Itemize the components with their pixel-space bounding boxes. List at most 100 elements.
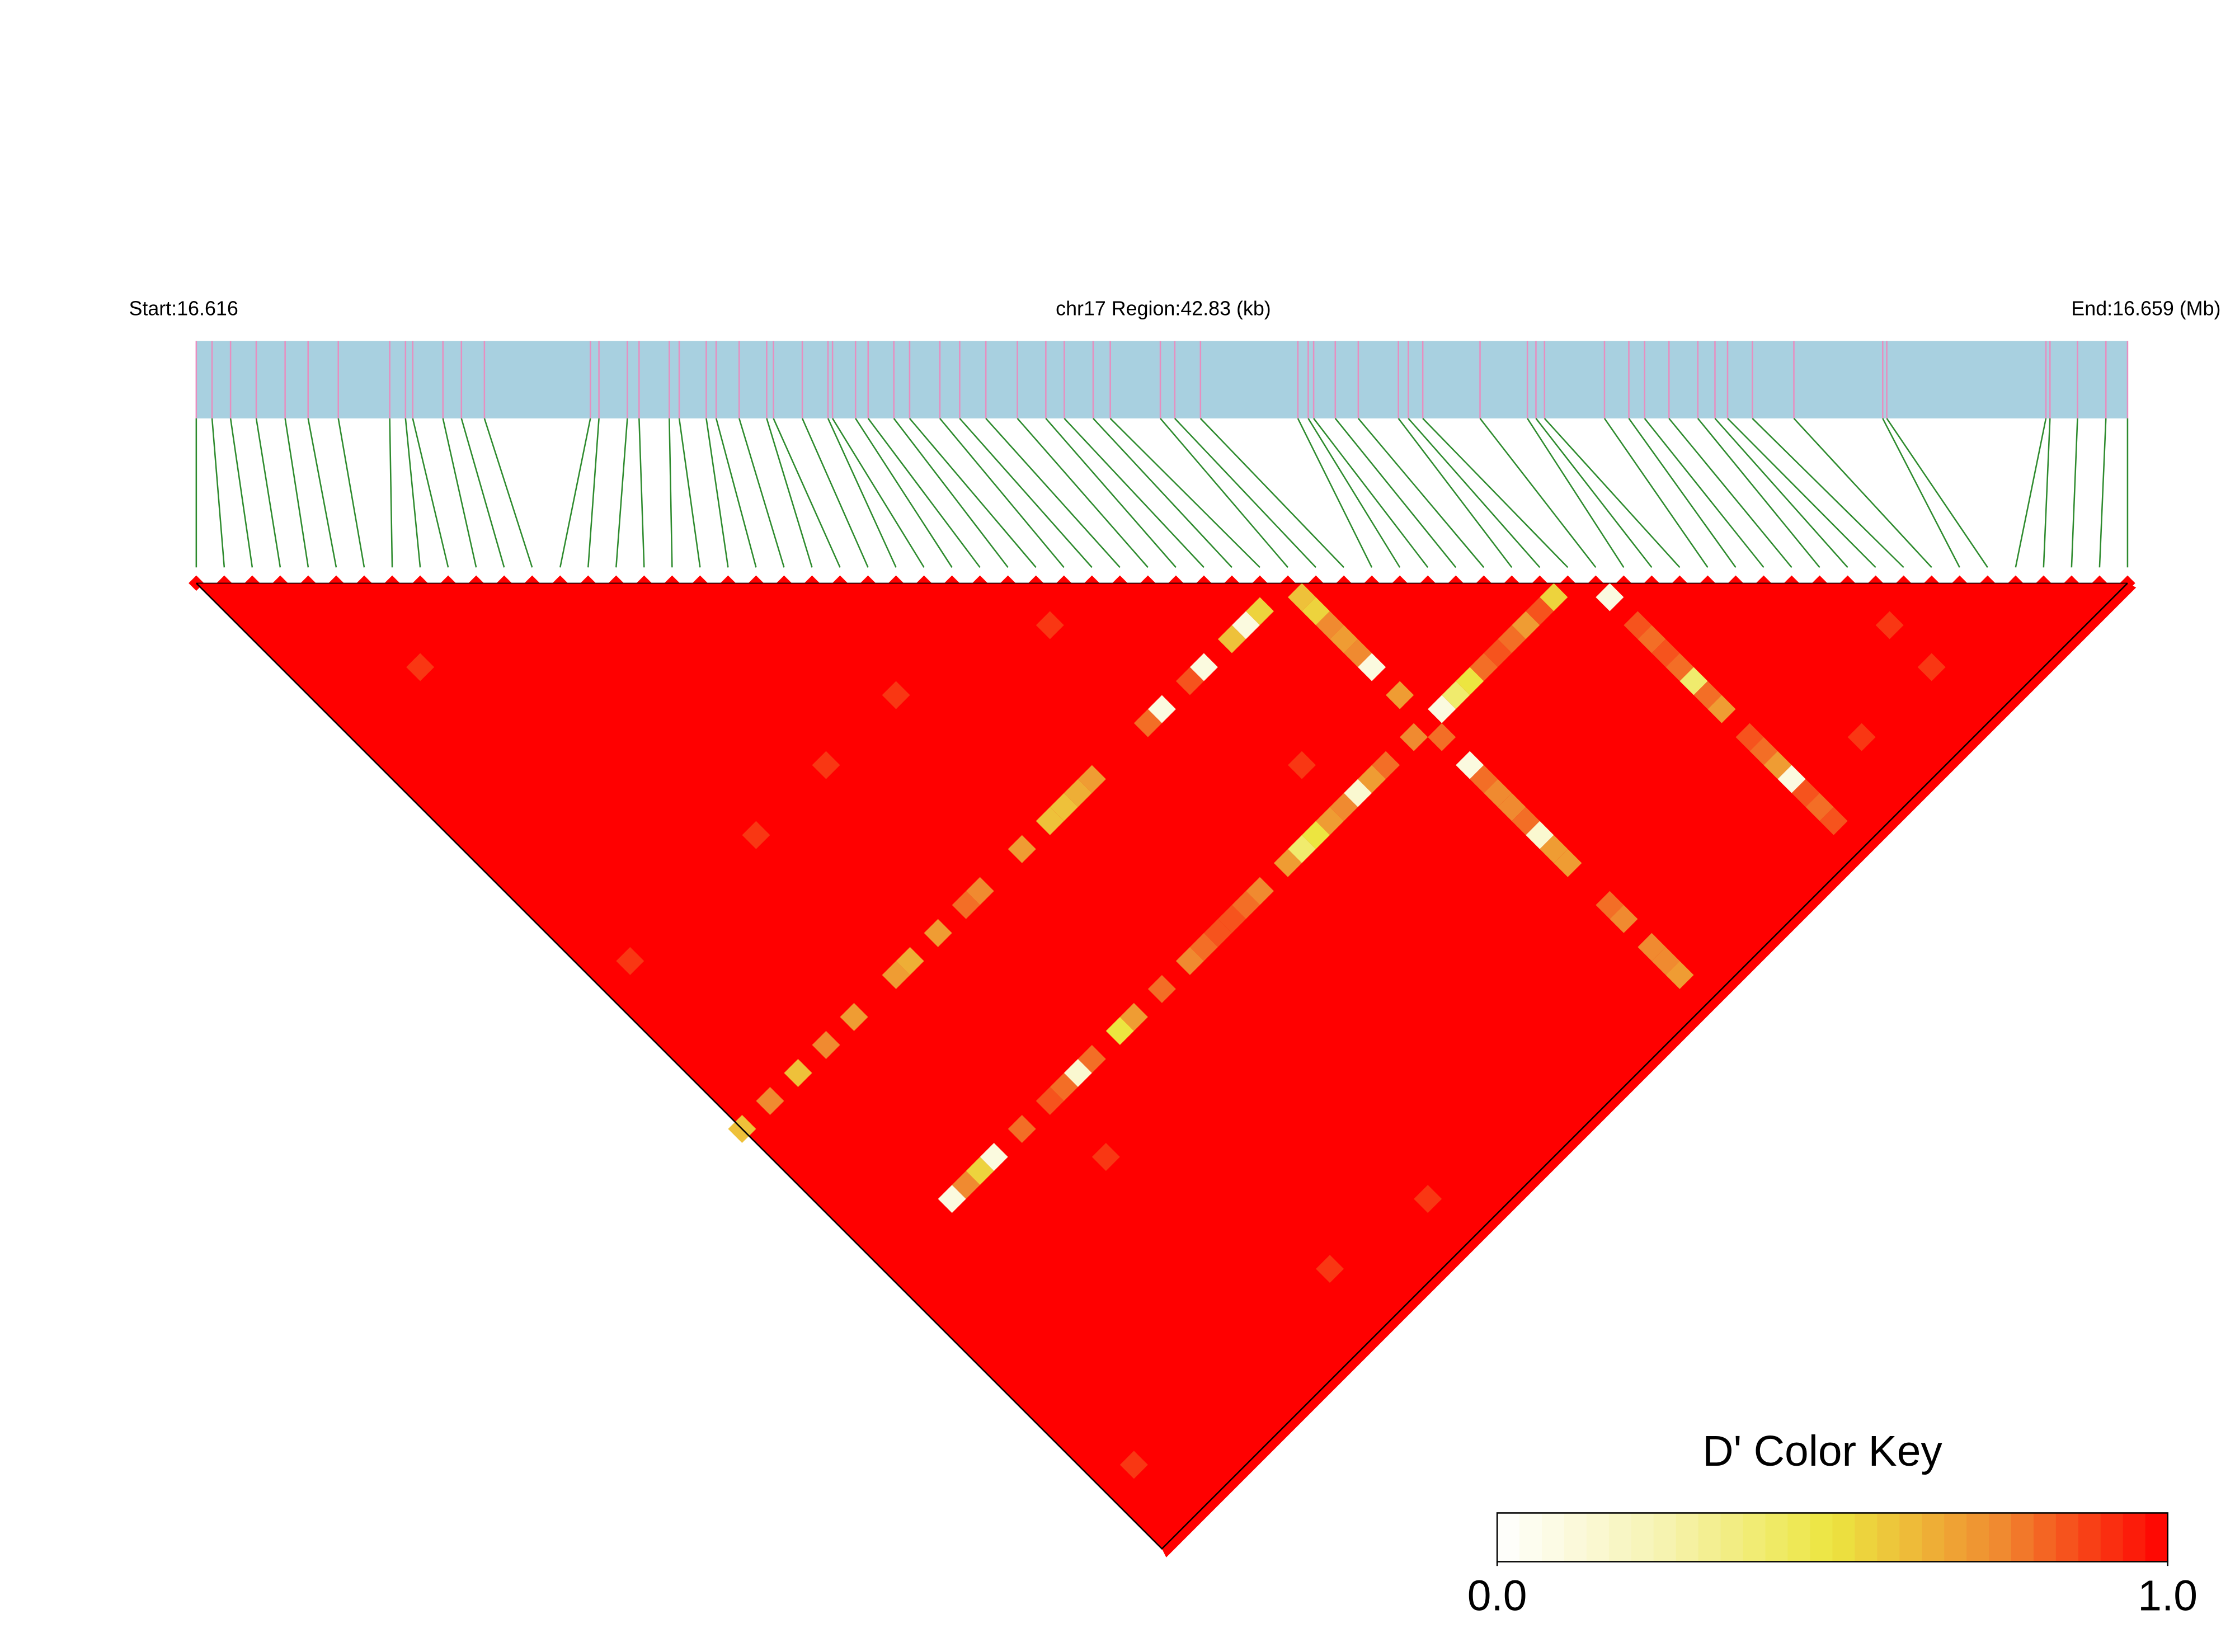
snp-connector xyxy=(832,418,925,568)
ld-cell xyxy=(1665,653,1694,681)
ld-cell xyxy=(1217,625,1246,653)
snp-connector xyxy=(855,418,953,568)
ld-cell xyxy=(1414,1185,1442,1213)
ld-cell xyxy=(1133,709,1162,737)
ld-cell xyxy=(1077,1044,1106,1073)
ld-cell xyxy=(1875,611,1904,639)
snp-connector xyxy=(307,418,337,568)
snp-connector xyxy=(337,418,365,568)
key-swatch xyxy=(1586,1513,1610,1562)
ld-cell xyxy=(1651,947,1680,975)
end-label: End:16.659 (Mb) xyxy=(2071,298,2220,320)
ld-cell xyxy=(1245,877,1274,905)
ld-cell xyxy=(1217,905,1246,933)
ld-cell xyxy=(1805,793,1834,821)
snp-connector xyxy=(1752,418,1904,568)
ld-cell xyxy=(1372,751,1400,779)
ld-cell xyxy=(1749,737,1778,765)
snp-connector xyxy=(1479,418,1597,568)
ld-cell xyxy=(1245,597,1274,625)
ld-cell xyxy=(1651,639,1680,667)
snp-connector xyxy=(2071,418,2078,568)
snp-connector xyxy=(460,418,505,568)
snp-connector xyxy=(615,418,628,568)
ld-cell xyxy=(1610,905,1638,933)
snp-connector xyxy=(1422,418,1569,568)
snp-connector xyxy=(1064,418,1204,568)
snp-connector xyxy=(284,418,309,568)
ld-cell xyxy=(784,1058,812,1087)
ld-cell xyxy=(966,1157,994,1185)
ld-cell xyxy=(1540,835,1568,863)
ld-cell xyxy=(1316,1255,1344,1283)
snp-connector xyxy=(255,418,281,568)
snp-connector xyxy=(404,418,421,568)
key-swatch xyxy=(1653,1513,1677,1562)
ld-cell xyxy=(1638,933,1666,961)
ld-cell xyxy=(1316,611,1344,639)
snp-connector xyxy=(1093,418,1232,568)
snp-connector xyxy=(1697,418,1820,568)
snp-connector xyxy=(1199,418,1345,568)
key-frame xyxy=(1496,1512,2168,1562)
ld-cell xyxy=(1105,1016,1134,1045)
snp-connector xyxy=(1174,418,1316,568)
ld-cell xyxy=(1498,793,1526,821)
snp-connector xyxy=(1307,418,1401,568)
snp-connector xyxy=(766,418,813,568)
key-swatch xyxy=(2145,1513,2168,1562)
key-swatch xyxy=(1676,1513,1699,1562)
key-swatch xyxy=(1743,1513,1766,1562)
snp-connector xyxy=(959,418,1093,568)
key-swatch xyxy=(1608,1513,1632,1562)
snp-track xyxy=(196,341,2128,418)
key-swatch xyxy=(1519,1513,1543,1562)
snp-connector xyxy=(1727,418,1876,568)
ld-cell xyxy=(1386,681,1414,709)
ld-cell xyxy=(1147,975,1176,1003)
key-swatch xyxy=(1698,1513,1721,1562)
key-swatch xyxy=(2100,1513,2124,1562)
key-swatch xyxy=(1810,1513,1833,1562)
ld-cell xyxy=(1763,751,1792,779)
ld-cell xyxy=(1554,849,1582,877)
snp-connector xyxy=(1160,418,1288,568)
ld-cell xyxy=(1847,723,1876,751)
snp-connector xyxy=(389,418,393,568)
key-swatch xyxy=(1542,1513,1565,1562)
key-swatch xyxy=(2123,1513,2146,1562)
ld-cell xyxy=(1540,583,1568,611)
key-swatch xyxy=(1944,1513,1968,1562)
ld-cell xyxy=(1231,611,1260,639)
snp-connector xyxy=(1357,418,1485,568)
snp-connector xyxy=(1045,418,1177,568)
ld-cell xyxy=(1274,849,1302,877)
key-swatch xyxy=(1922,1513,1945,1562)
ld-cell xyxy=(742,821,770,849)
snp-connector xyxy=(1527,418,1625,568)
snp-connector xyxy=(2015,418,2047,568)
snp-connector xyxy=(1535,418,1653,568)
ld-cell xyxy=(406,653,435,681)
ld-edge-band xyxy=(1161,583,2137,1557)
snp-connector xyxy=(1313,418,1429,568)
ld-cell xyxy=(1456,751,1484,779)
snp-connector xyxy=(738,418,785,568)
snp-connector xyxy=(1628,418,1737,568)
snp-connector xyxy=(939,418,1065,568)
key-swatch xyxy=(1832,1513,1856,1562)
ld-cell xyxy=(1302,821,1330,849)
ld-cell xyxy=(1175,947,1204,975)
ld-cell xyxy=(1050,793,1078,821)
ld-cell xyxy=(1428,723,1456,751)
ld-cell xyxy=(1665,961,1694,989)
ld-cell xyxy=(938,1185,966,1213)
ld-cell xyxy=(1302,597,1330,625)
ld-cell xyxy=(1050,1072,1078,1101)
snp-connector xyxy=(678,418,701,568)
ld-cell xyxy=(1456,667,1484,695)
snp-connector xyxy=(559,418,591,568)
snp-connector xyxy=(909,418,1037,568)
snp-connector xyxy=(985,418,1121,568)
snp-connector xyxy=(801,418,869,568)
